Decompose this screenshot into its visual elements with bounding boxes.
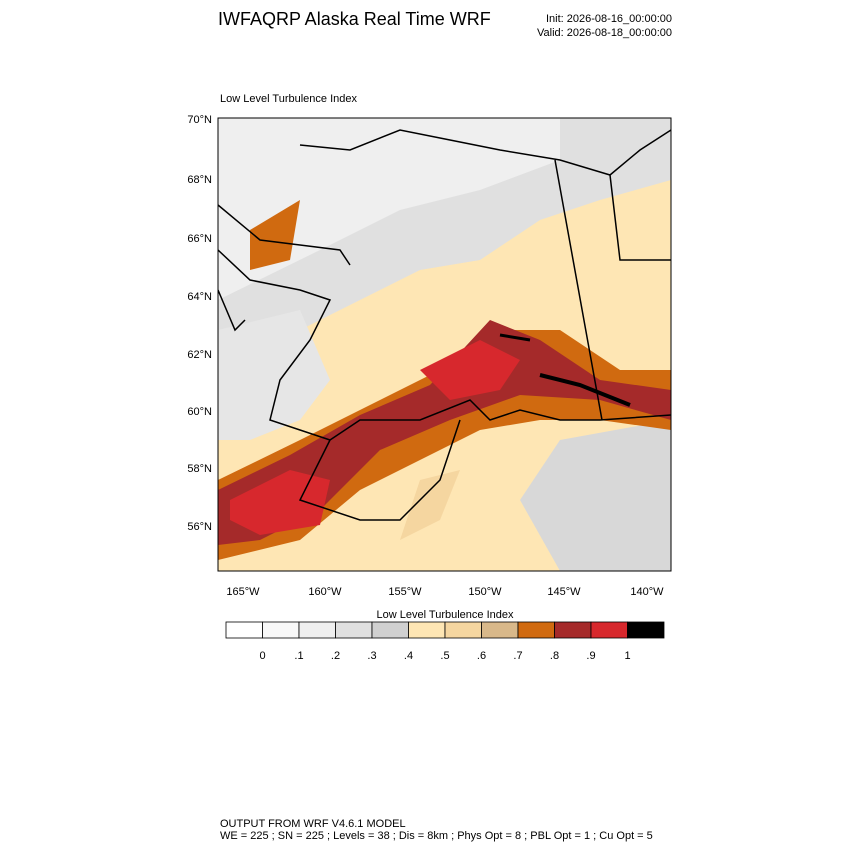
footer-line: WE = 225 ; SN = 225 ; Levels = 38 ; Dis … [220, 830, 653, 842]
lat-label: 56°N [187, 521, 212, 533]
lat-label: 68°N [187, 174, 212, 186]
lon-label: 150°W [468, 586, 502, 598]
lat-label: 66°N [187, 233, 212, 245]
colorbar-swatch [444, 621, 482, 639]
map-frame [217, 117, 672, 572]
lat-label: 64°N [187, 291, 212, 303]
footer-line: OUTPUT FROM WRF V4.6.1 MODEL [220, 818, 406, 830]
colorbar-swatch [225, 621, 263, 639]
colorbar-swatch [335, 621, 373, 639]
lat-labels: 70°N 68°N 66°N 64°N 62°N 60°N 58°N 56°N [187, 114, 212, 533]
colorbar-swatch [408, 621, 446, 639]
lon-label: 160°W [308, 586, 342, 598]
colorbar-label: .1 [294, 650, 303, 662]
colorbar-label: .2 [331, 650, 340, 662]
colorbar-label: .4 [404, 650, 413, 662]
valid-time: Valid: 2026-08-18_00:00:00 [537, 27, 672, 39]
lat-label: 70°N [187, 114, 212, 126]
colorbar-label: .7 [513, 650, 522, 662]
init-time: Init: 2026-08-16_00:00:00 [546, 13, 672, 25]
colorbar-swatch [590, 621, 628, 639]
colorbar-swatch [627, 621, 665, 639]
colorbar-label: .6 [477, 650, 486, 662]
colorbar-swatch [262, 621, 300, 639]
map-field [218, 118, 671, 571]
colorbar-title: Low Level Turbulence Index [377, 609, 514, 621]
lon-label: 165°W [226, 586, 260, 598]
colorbar-label: .8 [550, 650, 559, 662]
colorbar-swatch [517, 621, 555, 639]
lat-label: 62°N [187, 349, 212, 361]
colorbar-swatch [298, 621, 336, 639]
title: IWFAQRP Alaska Real Time WRF [218, 9, 491, 29]
lon-labels: 165°W 160°W 155°W 150°W 145°W 140°W [226, 586, 664, 598]
colorbar-label: 1 [624, 650, 630, 662]
colorbar-label: 0 [259, 650, 265, 662]
colorbar-swatch [371, 621, 409, 639]
colorbar: 0 .1 .2 .3 .4 .5 .6 .7 .8 .9 1 [225, 621, 665, 662]
colorbar-label: .9 [586, 650, 595, 662]
lat-label: 58°N [187, 463, 212, 475]
colorbar-label: .5 [440, 650, 449, 662]
map-title: Low Level Turbulence Index [220, 93, 357, 105]
lon-label: 155°W [388, 586, 422, 598]
colorbar-swatch [554, 621, 592, 639]
lat-label: 60°N [187, 406, 212, 418]
colorbar-swatch [481, 621, 519, 639]
colorbar-label: .3 [367, 650, 376, 662]
lon-label: 140°W [630, 586, 664, 598]
lon-label: 145°W [547, 586, 581, 598]
